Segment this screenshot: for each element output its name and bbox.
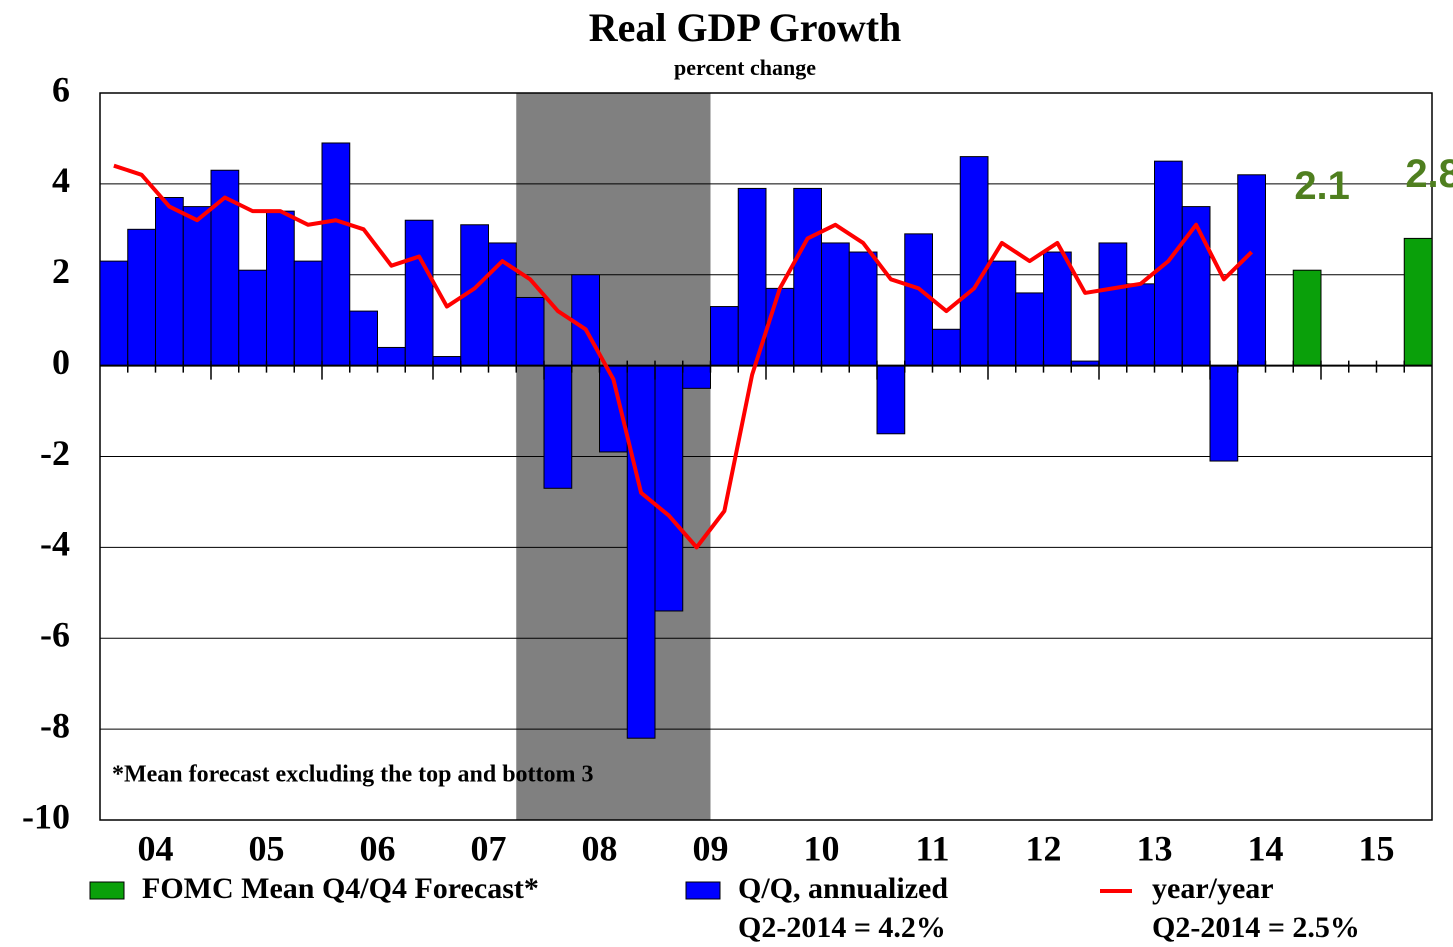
bar (182, 206, 212, 367)
bar (765, 287, 795, 367)
bar (1126, 283, 1155, 367)
y-tick-label: 0 (52, 342, 70, 382)
bar (626, 365, 656, 739)
bar (266, 210, 295, 367)
y-tick-label: -4 (40, 524, 70, 564)
x-tick-label: 15 (1359, 828, 1395, 868)
y-tick-label: -8 (40, 705, 70, 745)
bar (1015, 292, 1044, 367)
chart-title: Real GDP Growth (589, 5, 902, 50)
legend-note: Q2-2014 = 2.5% (1152, 911, 1360, 944)
chart-subtitle: percent change (674, 55, 816, 80)
x-tick-label: 13 (1137, 828, 1173, 868)
bar (1043, 251, 1072, 367)
data-label: 2.8 (1405, 152, 1453, 196)
y-tick-label: 2 (52, 251, 70, 291)
legend-label: year/year (1152, 872, 1274, 905)
bar (793, 187, 822, 367)
bar (848, 251, 878, 367)
bar (155, 197, 184, 367)
line (113, 163, 1254, 550)
y-tick-label: 4 (52, 160, 70, 200)
bar (571, 274, 600, 367)
bar (654, 365, 684, 612)
plot-border (99, 92, 1433, 821)
bar (932, 328, 961, 367)
x-tick-label: 06 (360, 828, 396, 868)
bar (1403, 237, 1433, 367)
bar (710, 306, 739, 367)
y-tick-label: -10 (22, 796, 70, 836)
bar (99, 260, 129, 367)
legend-swatch (89, 881, 125, 900)
bar (1237, 174, 1266, 367)
bar (404, 219, 434, 367)
x-tick-label: 04 (138, 828, 174, 868)
bar (293, 260, 323, 367)
y-tick-label: 6 (52, 69, 70, 109)
x-tick-label: 08 (582, 828, 618, 868)
bar (1098, 242, 1128, 367)
x-tick-label: 09 (693, 828, 729, 868)
bar (737, 187, 767, 367)
y-tick-label: -2 (40, 433, 70, 473)
data-label: 2.1 (1294, 164, 1350, 208)
y-tick-label: -6 (40, 615, 70, 655)
bar (904, 233, 933, 367)
bar (682, 365, 711, 389)
bar (238, 269, 267, 367)
bar (1209, 365, 1239, 462)
legend-label: Q/Q, annualized (738, 872, 948, 905)
bar (821, 242, 850, 367)
bar (1292, 269, 1322, 367)
bar (987, 260, 1017, 367)
bar (321, 142, 351, 367)
bar (377, 346, 406, 367)
bar (543, 365, 573, 489)
bar (1181, 206, 1211, 367)
x-tick-label: 10 (804, 828, 840, 868)
bar (959, 156, 989, 367)
x-tick-label: 11 (915, 828, 949, 868)
x-tick-label: 05 (249, 828, 285, 868)
x-tick-label: 12 (1026, 828, 1062, 868)
legend-swatch (685, 881, 721, 900)
legend-label: FOMC Mean Q4/Q4 Forecast* (142, 872, 539, 905)
footnote: *Mean forecast excluding the top and bot… (112, 762, 594, 788)
x-tick-label: 07 (471, 828, 507, 868)
legend-note: Q2-2014 = 4.2% (738, 911, 946, 944)
x-tick-label: 14 (1248, 828, 1284, 868)
bar (876, 365, 906, 435)
bar (127, 228, 156, 367)
bar (432, 356, 462, 367)
bar (349, 310, 378, 367)
bar (515, 296, 545, 367)
